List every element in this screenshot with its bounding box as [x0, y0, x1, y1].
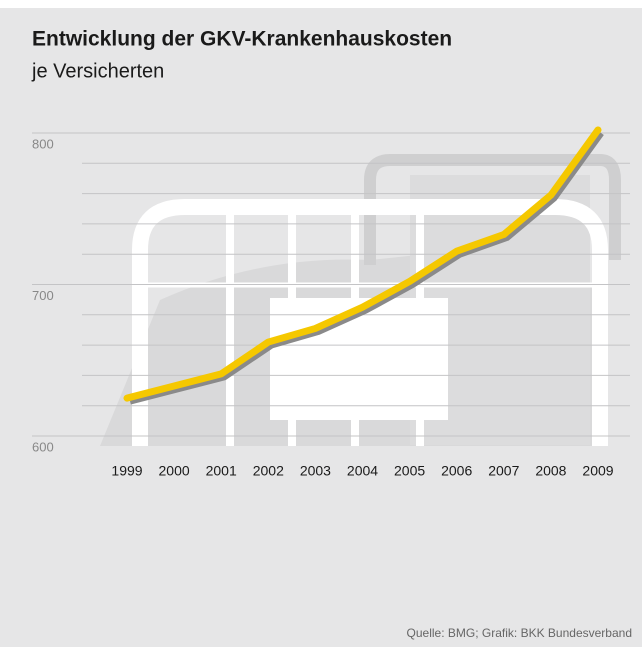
chart: Entwicklung der GKV-Krankenhauskosten je…: [0, 0, 642, 647]
x-tick-label: 2009: [582, 463, 613, 479]
x-tick-label: 2003: [300, 463, 331, 479]
x-tick-label: 1999: [111, 463, 142, 479]
page: Entwicklung der GKV-Krankenhauskosten je…: [0, 0, 642, 647]
x-tick-label: 2001: [206, 463, 237, 479]
y-tick-label: 600: [32, 439, 54, 454]
x-tick-label: 2007: [488, 463, 519, 479]
top-band: [0, 0, 642, 8]
x-tick-label: 2004: [347, 463, 378, 479]
chart-title: Entwicklung der GKV-Krankenhauskosten: [32, 28, 452, 51]
x-tick-label: 2008: [535, 463, 566, 479]
y-tick-label: 800: [32, 136, 54, 151]
x-tick-label: 2002: [253, 463, 284, 479]
chart-subtitle: je Versicherten: [31, 60, 164, 82]
x-tick-label: 2006: [441, 463, 472, 479]
x-tick-label: 2000: [159, 463, 190, 479]
source-note: Quelle: BMG; Grafik: BKK Bundesverband: [407, 626, 632, 640]
y-tick-label: 700: [32, 288, 54, 303]
x-tick-label: 2005: [394, 463, 425, 479]
